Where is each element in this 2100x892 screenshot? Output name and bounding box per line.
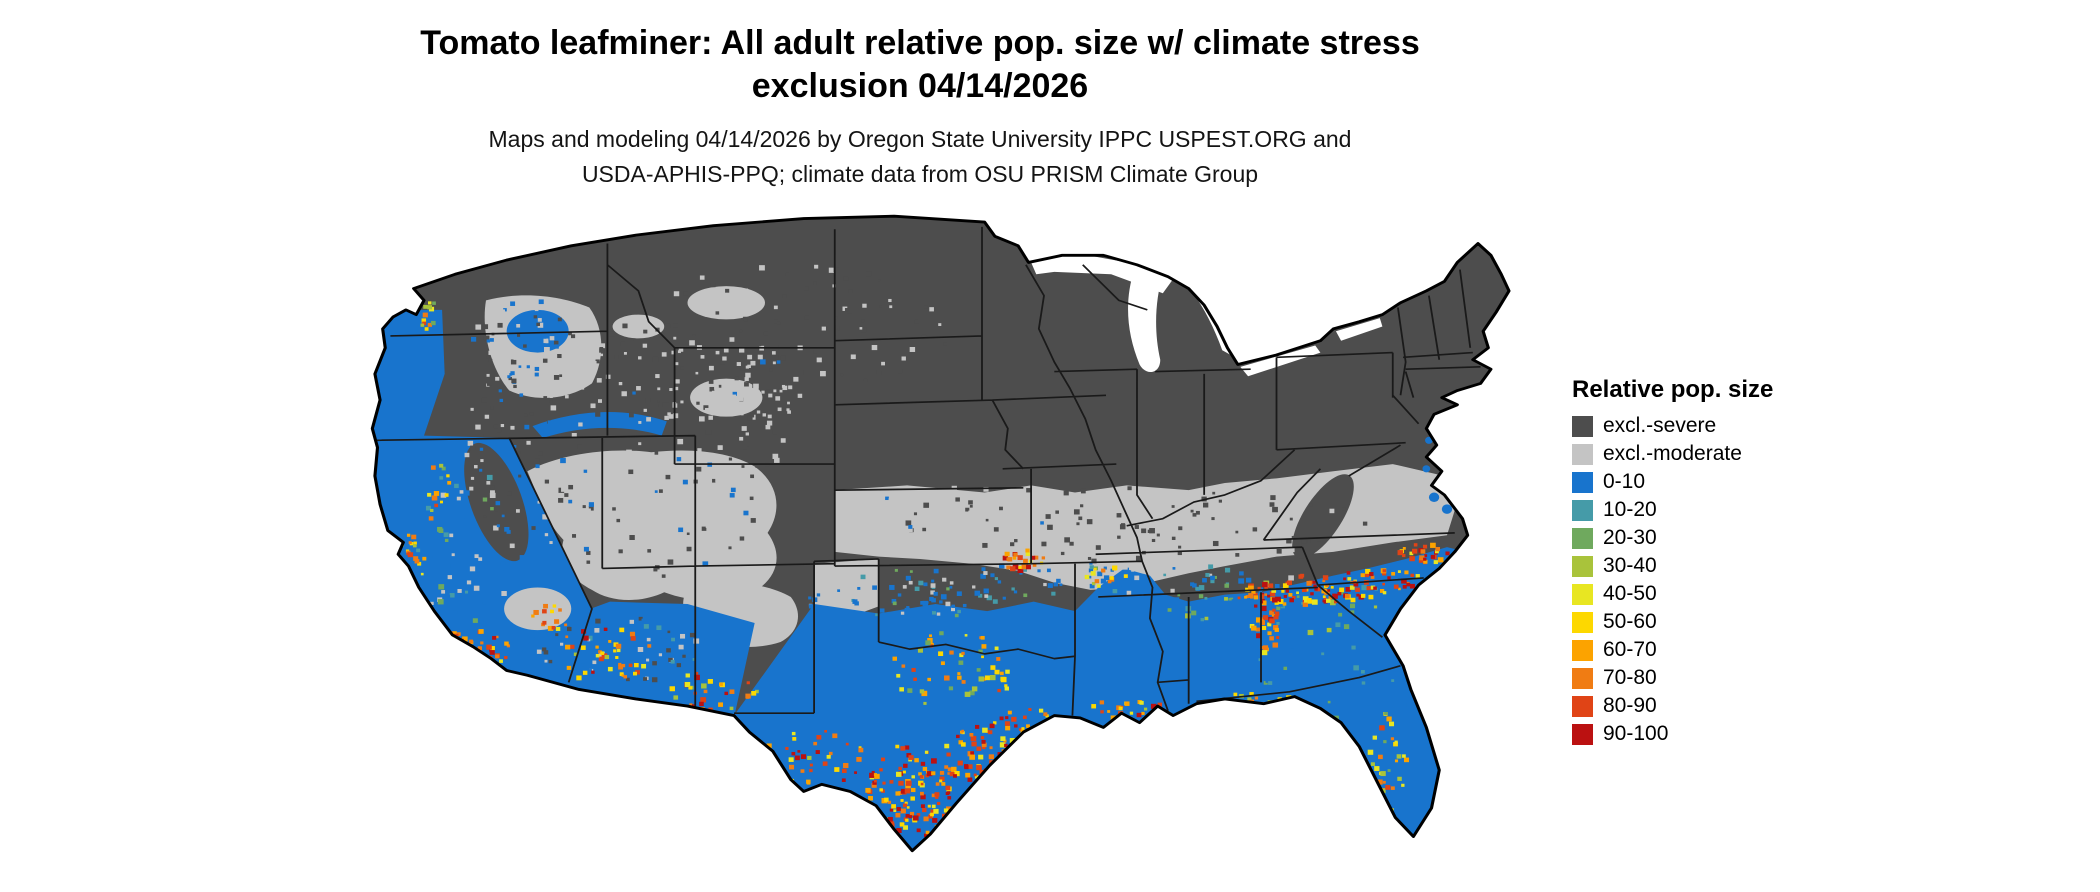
legend-item: 40-50	[1572, 582, 1773, 606]
us-map	[300, 196, 1540, 884]
legend-swatch	[1572, 695, 1593, 717]
legend-swatch	[1572, 583, 1593, 605]
legend-swatch	[1572, 639, 1593, 661]
legend-label: 20-30	[1603, 526, 1657, 549]
map-title: Tomato leafminer: All adult relative pop…	[0, 22, 1840, 108]
us-map-svg	[370, 214, 1511, 853]
legend-item: 20-30	[1572, 526, 1773, 550]
legend-items: excl.-severe excl.-moderate 0-10 10-20 20-30…	[1572, 414, 1773, 746]
map-subtitle: Maps and modeling 04/14/2026 by Oregon S…	[0, 122, 1840, 191]
legend-item: 80-90	[1572, 694, 1773, 718]
legend: Relative pop. size excl.-severe excl.-mod…	[1572, 376, 1773, 750]
legend-label: excl.-severe	[1603, 414, 1717, 437]
map-subtitle-line2: USDA-APHIS-PPQ; climate data from OSU PR…	[581, 160, 1259, 187]
legend-swatch	[1572, 667, 1593, 689]
legend-swatch	[1572, 415, 1593, 437]
legend-item: excl.-moderate	[1572, 442, 1773, 466]
map-subtitle-line1: Maps and modeling 04/14/2026 by Oregon S…	[488, 126, 1352, 152]
legend-swatch	[1572, 555, 1593, 577]
legend-swatch	[1572, 527, 1593, 549]
legend-item: 60-70	[1572, 638, 1773, 662]
legend-item: 10-20	[1572, 498, 1773, 522]
legend-label: 50-60	[1603, 610, 1657, 633]
legend-item: 50-60	[1572, 610, 1773, 634]
legend-label: 70-80	[1603, 666, 1657, 689]
legend-label: 90-100	[1603, 722, 1669, 745]
legend-item: 0-10	[1572, 470, 1773, 494]
legend-label: 30-40	[1603, 554, 1657, 577]
legend-swatch	[1572, 723, 1593, 745]
legend-item: 70-80	[1572, 666, 1773, 690]
legend-label: 80-90	[1603, 694, 1657, 717]
map-title-line1: Tomato leafminer: All adult relative pop…	[420, 24, 1420, 62]
map-title-line2: exclusion 04/14/2026	[751, 66, 1089, 105]
legend-title: Relative pop. size	[1572, 376, 1774, 403]
legend-swatch	[1572, 611, 1593, 633]
legend-label: 10-20	[1603, 498, 1657, 521]
legend-item: 30-40	[1572, 554, 1773, 578]
legend-label: 0-10	[1603, 470, 1646, 493]
legend-swatch	[1572, 499, 1593, 521]
legend-item: excl.-severe	[1572, 414, 1773, 438]
legend-label: 60-70	[1603, 638, 1657, 661]
legend-item: 90-100	[1572, 722, 1773, 746]
legend-label: 40-50	[1603, 582, 1657, 605]
legend-swatch	[1572, 443, 1593, 465]
legend-label: excl.-moderate	[1603, 442, 1742, 465]
legend-swatch	[1572, 471, 1593, 493]
